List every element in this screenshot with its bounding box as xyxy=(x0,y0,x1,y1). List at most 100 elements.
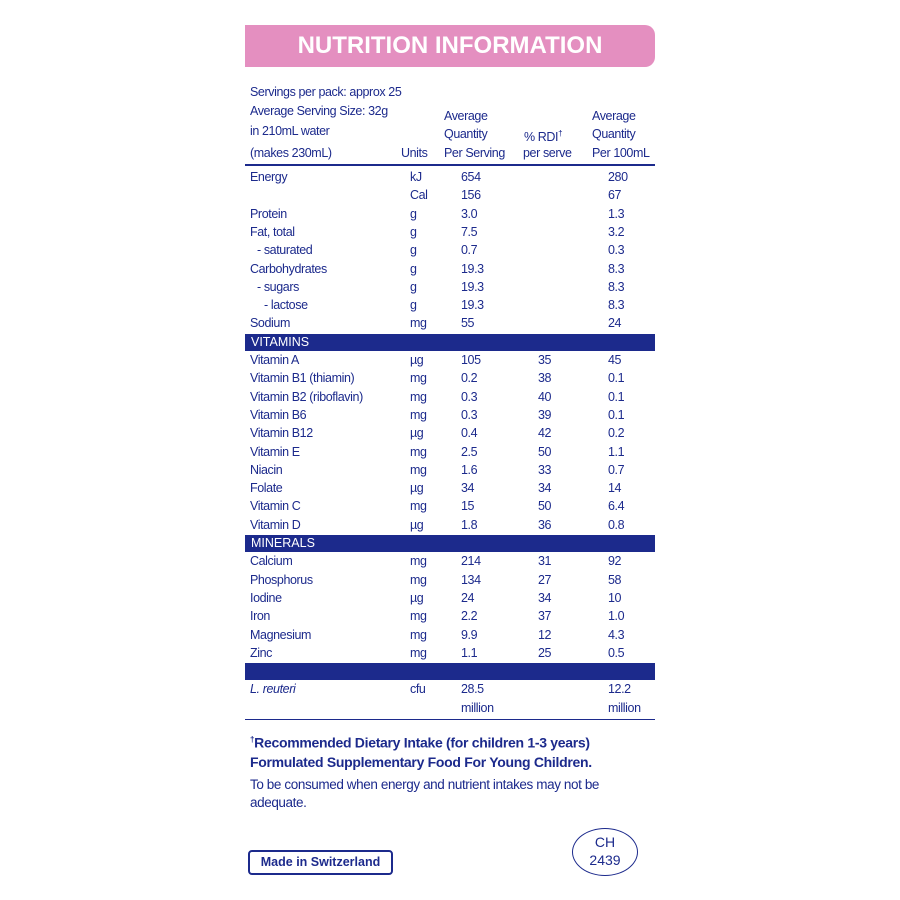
unit: mg xyxy=(410,389,427,404)
per-100ml: 10 xyxy=(608,590,622,605)
nutrient-name: - sugars xyxy=(257,279,299,294)
rdi: 12 xyxy=(538,627,552,642)
per-100ml: 4.3 xyxy=(608,627,625,642)
per-100ml: 0.5 xyxy=(608,645,625,660)
per-100ml: 12.2 million xyxy=(608,682,641,716)
per-100ml: 0.3 xyxy=(608,243,625,258)
unit: mg xyxy=(410,627,427,642)
nutrient-name: Folate xyxy=(250,481,283,496)
origin: Made in Switzerland xyxy=(260,855,381,869)
per-serving: 1.8 xyxy=(461,517,478,532)
nutrient-name: Zinc xyxy=(250,645,273,660)
per-serving: 0.3 xyxy=(461,389,478,404)
per-serving: 214 xyxy=(461,554,481,569)
nutrient-name: Vitamin B6 xyxy=(250,407,307,422)
rdi: 42 xyxy=(538,426,552,441)
per-100ml: 1.3 xyxy=(608,206,625,221)
section-bar: MINERALS xyxy=(245,535,655,552)
nutrient-name: Iron xyxy=(250,609,270,624)
per-serving: 2.5 xyxy=(461,444,478,459)
per-100ml: 45 xyxy=(608,353,622,367)
rdi: 36 xyxy=(538,517,552,532)
unit: g xyxy=(410,243,417,258)
col-header: % RDI† xyxy=(524,129,563,145)
origin-box: Made in Switzerland xyxy=(248,850,393,875)
section-bar xyxy=(245,663,655,681)
nutrient-name: Vitamin C xyxy=(250,499,301,514)
per-100ml: 0.2 xyxy=(608,426,625,441)
per-serving: 34 xyxy=(461,481,475,496)
serving-info: Average Serving Size: 32g xyxy=(250,104,388,118)
per-100ml: 67 xyxy=(608,188,622,203)
per-serving: 55 xyxy=(461,316,475,331)
rdi: 33 xyxy=(538,462,552,477)
unit: g xyxy=(410,279,417,294)
section-bar: VITAMINS xyxy=(245,333,655,351)
rdi: 37 xyxy=(538,609,552,624)
nutrient-name: Vitamin E xyxy=(250,444,300,459)
per-serving: 1.6 xyxy=(461,462,478,477)
nutrient-name: Iodine xyxy=(250,590,282,605)
nutrient-name: Calcium xyxy=(250,554,293,569)
nutrient-name: Phosphorus xyxy=(250,572,313,587)
serving-info: Servings per pack: approx 25 xyxy=(250,85,402,99)
unit: mg xyxy=(410,554,427,569)
per-100ml: 0.1 xyxy=(608,407,625,422)
unit: µg xyxy=(410,426,424,441)
advice: To be consumed when energy and nutrient … xyxy=(250,777,600,810)
nutrient-name: Magnesium xyxy=(250,627,312,642)
dagger: † xyxy=(250,735,255,744)
rdi: 34 xyxy=(538,481,552,496)
rdi: 34 xyxy=(538,590,552,605)
unit: Cal xyxy=(410,188,428,203)
rdi: 39 xyxy=(538,407,552,422)
unit: g xyxy=(410,224,417,239)
per-serving: 19.3 xyxy=(461,279,484,294)
col-header: Quantity xyxy=(444,127,488,141)
col-header: Quantity xyxy=(592,127,636,141)
per-100ml: 8.3 xyxy=(608,261,625,276)
col-header: Per Serving xyxy=(444,146,505,160)
per-100ml: 0.1 xyxy=(608,371,625,386)
rdi: 38 xyxy=(538,371,552,386)
per-serving: 24 xyxy=(461,590,475,605)
nutrient-name: Niacin xyxy=(250,462,283,477)
unit: µg xyxy=(410,481,424,496)
per-serving: 654 xyxy=(461,170,481,184)
unit: µg xyxy=(410,590,424,605)
nutrient-name: Energy xyxy=(250,170,288,184)
col-header: Per 100mL xyxy=(592,146,650,160)
unit: mg xyxy=(410,499,427,514)
nutrient-name: - lactose xyxy=(264,298,308,313)
dagger: † xyxy=(558,129,563,138)
rule xyxy=(245,164,655,166)
unit: g xyxy=(410,206,417,221)
serving-info: (makes 230mL) xyxy=(250,146,332,160)
per-100ml: 24 xyxy=(608,316,622,331)
per-100ml: 92 xyxy=(608,554,622,569)
per-serving: 0.3 xyxy=(461,407,478,422)
per-100ml: 14 xyxy=(608,481,622,496)
rdi: 35 xyxy=(538,353,552,367)
code-oval: CH 2439 xyxy=(572,828,638,876)
footnote-text: Recommended Dietary Intake (for children… xyxy=(254,734,590,751)
unit: mg xyxy=(410,407,427,422)
statement: Formulated Supplementary Food For Young … xyxy=(250,754,592,770)
nutrient-name: Vitamin B2 (riboflavin) xyxy=(250,389,363,404)
per-100ml: 0.7 xyxy=(608,462,625,477)
unit: kJ xyxy=(410,170,422,184)
per-100ml: 0.8 xyxy=(608,517,625,532)
rdi: 50 xyxy=(538,499,552,514)
unit: mg xyxy=(410,609,427,624)
nutrient-name: Vitamin D xyxy=(250,517,301,532)
per-100ml: 8.3 xyxy=(608,279,625,294)
unit: g xyxy=(410,298,417,313)
per-serving: 15 xyxy=(461,499,475,514)
nutrient-name: Vitamin A xyxy=(250,353,299,367)
per-100ml: 8.3 xyxy=(608,298,625,313)
unit: µg xyxy=(410,353,424,367)
nutrient-name: Vitamin B12 xyxy=(250,426,313,441)
per-100ml: 1.1 xyxy=(608,444,625,459)
nutrient-name: Protein xyxy=(250,206,287,221)
